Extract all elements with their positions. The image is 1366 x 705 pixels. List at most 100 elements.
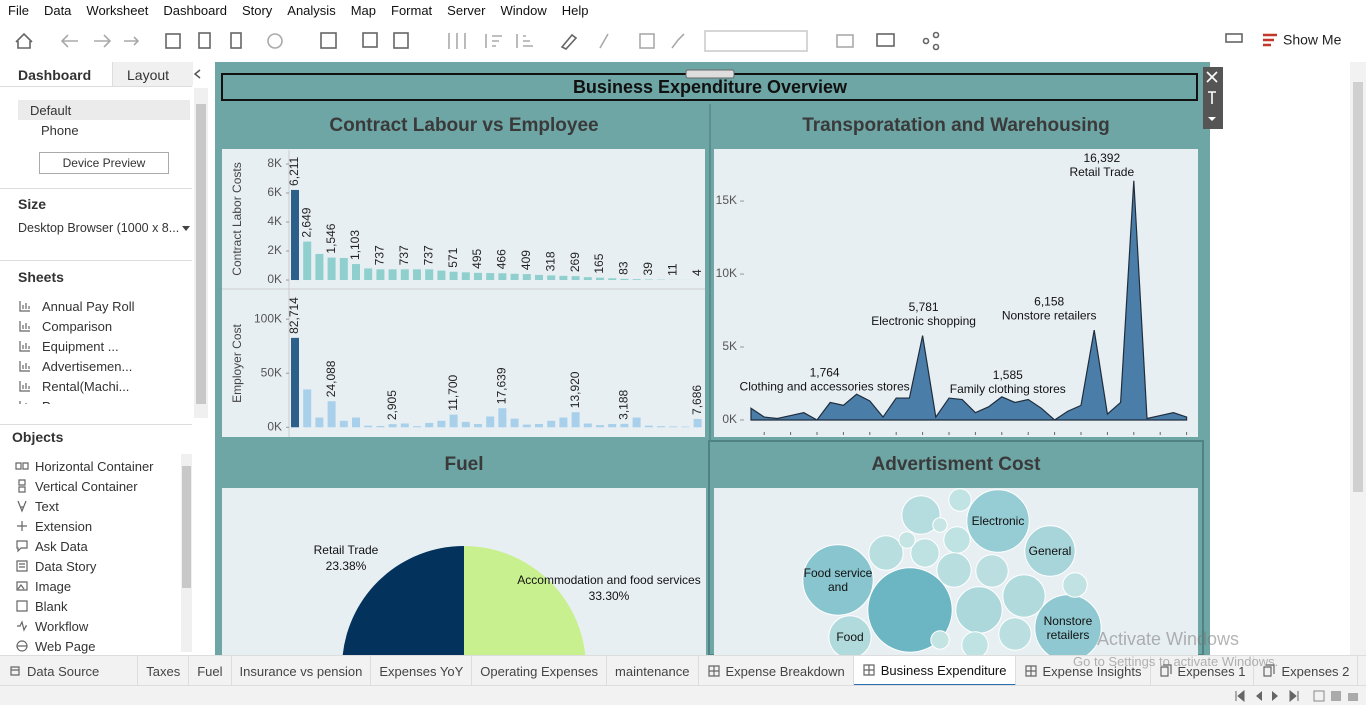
- show-me-icon[interactable]: [1263, 33, 1277, 47]
- object-item[interactable]: Blank: [15, 596, 68, 616]
- sheet-tab[interactable]: Expenses YoY: [371, 656, 473, 686]
- object-item[interactable]: Vertical Container: [15, 476, 138, 496]
- menu-item[interactable]: Map: [350, 2, 376, 18]
- sheet-tab[interactable]: Operating Expenses: [472, 656, 608, 686]
- refresh-icon[interactable]: [267, 33, 283, 49]
- back-icon[interactable]: [60, 34, 78, 48]
- sheet-item[interactable]: Annual Pay Roll: [18, 296, 135, 316]
- object-item[interactable]: Extension: [15, 516, 92, 536]
- share-icon[interactable]: [922, 37, 930, 45]
- object-item[interactable]: Horizontal Container: [15, 456, 154, 476]
- object-item[interactable]: Text: [15, 496, 59, 516]
- close-button[interactable]: [1206, 71, 1218, 83]
- show-me-button[interactable]: Show Me: [1283, 32, 1342, 48]
- sheet-item[interactable]: Advertisemen...: [18, 356, 132, 376]
- menu-item[interactable]: File: [8, 2, 29, 18]
- menu-item[interactable]: Window: [500, 2, 547, 18]
- device-option[interactable]: Phone: [41, 123, 79, 138]
- menu-item[interactable]: Worksheet: [86, 2, 149, 18]
- new-data-icon[interactable]: [198, 32, 211, 49]
- sort-desc-icon[interactable]: [516, 34, 533, 48]
- sheet-tab[interactable]: Business Expenditure: [853, 656, 1016, 686]
- drag-handle[interactable]: [685, 69, 735, 79]
- annotation-label: Retail Trade: [1069, 165, 1134, 179]
- object-item[interactable]: Workflow: [15, 616, 88, 636]
- sort-asc-icon[interactable]: [485, 34, 502, 48]
- card-icon[interactable]: [836, 34, 854, 48]
- selected-row: [18, 100, 190, 120]
- slice-label: Retail Trade: [314, 543, 379, 557]
- bubble: [943, 526, 971, 554]
- swap-icon[interactable]: [448, 33, 466, 49]
- menu-item[interactable]: Analysis: [287, 2, 336, 18]
- sheet-tab[interactable]: Data Source: [0, 656, 139, 686]
- menu-item[interactable]: Dashboard: [163, 2, 227, 18]
- tab-label: Insurance vs pension: [239, 663, 363, 679]
- data-label: 13,920: [568, 371, 582, 408]
- panel-tab[interactable]: Layout: [127, 67, 170, 83]
- device-preview-button[interactable]: Device Preview: [39, 152, 169, 174]
- sheet-tab[interactable]: Expenses 2: [1254, 656, 1359, 686]
- data-label: 2,905: [385, 390, 399, 420]
- fit-dropdown[interactable]: [704, 30, 808, 52]
- object-item[interactable]: Data Story: [15, 556, 96, 576]
- sheet-tab[interactable]: Fuel: [189, 656, 232, 686]
- bar: [583, 423, 592, 428]
- scroll-thumb[interactable]: [196, 104, 206, 404]
- text-icon[interactable]: [639, 33, 655, 49]
- size-dropdown[interactable]: Desktop Browser (1000 x 8...: [18, 221, 180, 235]
- sheet-name: Equipment ...: [42, 338, 119, 354]
- pin-icon[interactable]: [671, 33, 685, 49]
- sheet-item[interactable]: Equipment ...: [18, 336, 119, 356]
- sheet-item[interactable]: Comparison: [18, 316, 112, 336]
- object-item[interactable]: Web Page: [15, 636, 95, 655]
- menu-button[interactable]: [1208, 117, 1216, 121]
- panel-tab[interactable]: Dashboard: [18, 67, 92, 83]
- new-sheet-icon[interactable]: [320, 32, 337, 49]
- menu-item[interactable]: Server: [447, 2, 486, 18]
- home-icon[interactable]: [15, 32, 33, 49]
- y-tick-label: 10K: [716, 266, 737, 280]
- save-icon[interactable]: [165, 33, 181, 49]
- pin-button[interactable]: [1208, 91, 1216, 104]
- scroll-thumb[interactable]: [182, 466, 191, 588]
- duplicate-icon[interactable]: [362, 32, 378, 48]
- sheet-tab[interactable]: Insurance vs pension: [232, 656, 372, 686]
- icon-shape: [18, 479, 26, 493]
- sheet-item[interactable]: Rental(Machi...: [18, 376, 129, 396]
- format-icon[interactable]: [1225, 33, 1243, 43]
- nav-controls[interactable]: [1234, 690, 1364, 702]
- bubble: [961, 631, 989, 655]
- menu-item[interactable]: Data: [43, 2, 72, 18]
- bubble-label: General: [1028, 544, 1072, 558]
- scroll-thumb[interactable]: [1353, 82, 1363, 492]
- menu-item[interactable]: Format: [391, 2, 433, 18]
- collapse-icon[interactable]: [192, 68, 204, 80]
- highlight-icon[interactable]: [560, 33, 578, 50]
- object-item[interactable]: Ask Data: [15, 536, 88, 556]
- device-option[interactable]: Default: [30, 103, 72, 118]
- menu-item[interactable]: Help: [561, 2, 589, 18]
- icon-shape: [19, 401, 27, 404]
- sheet-item[interactable]: Power: [18, 396, 79, 404]
- menu-item[interactable]: Story: [241, 2, 273, 18]
- clear-icon[interactable]: [393, 32, 409, 49]
- bubble-label-box: General: [1028, 544, 1072, 558]
- menu-bar: File Data Worksheet Dashboard Story Analysis M…: [0, 0, 1366, 20]
- bar: [657, 426, 665, 428]
- sheet-tab[interactable]: Expense Insights: [1016, 656, 1151, 686]
- object-item[interactable]: Image: [15, 576, 71, 596]
- attach-icon[interactable]: [599, 33, 609, 49]
- sheet-tab[interactable]: Expenses 1: [1151, 656, 1255, 686]
- sheet-tab[interactable]: Taxes: [138, 656, 190, 686]
- bubble-label: Food service and: [803, 566, 873, 594]
- y-tick-label: 0K: [267, 272, 282, 286]
- sheet-tab[interactable]: Expense Breakdown: [699, 656, 854, 686]
- pause-icon[interactable]: [230, 32, 242, 49]
- presentation-icon[interactable]: [876, 33, 895, 47]
- forward-icon[interactable]: [94, 34, 112, 48]
- redo-icon[interactable]: [124, 36, 140, 46]
- icon-shape: [707, 665, 720, 677]
- bar: [571, 276, 580, 281]
- sheet-tab[interactable]: maintenance: [607, 656, 699, 686]
